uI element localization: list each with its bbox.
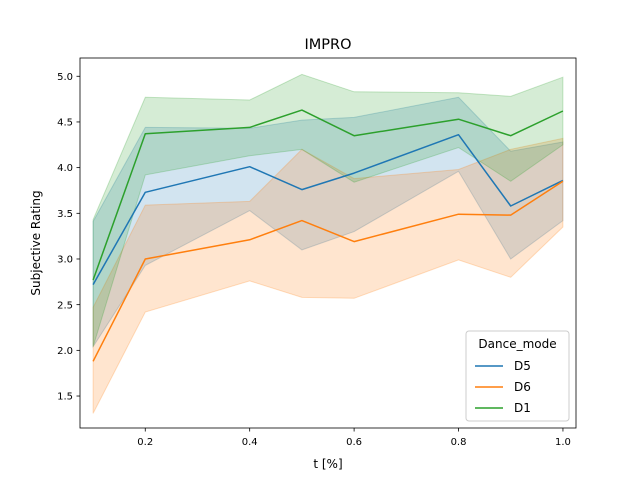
- legend-box: [465, 330, 570, 422]
- series-lines: [92, 109, 564, 362]
- y-tick-label: 2.5: [57, 300, 73, 311]
- x-tick-label: 0.6: [346, 437, 362, 448]
- x-axis-ticks: 0.2 0.4 0.6 0.8 1.0: [137, 428, 571, 448]
- legend-label-d6: D6: [514, 380, 531, 394]
- y-tick-label: 3.0: [57, 255, 73, 266]
- legend-title: Dance_mode: [478, 337, 556, 351]
- plot-frame: [79, 57, 577, 429]
- x-tick-label: 0.2: [137, 437, 153, 448]
- legend-label-d1: D1: [514, 401, 531, 415]
- legend-items: D5 D6 D1: [475, 359, 531, 415]
- x-axis-label: t [%]: [313, 457, 342, 471]
- x-tick-label: 1.0: [555, 437, 571, 448]
- chart-title: IMPRO: [304, 37, 351, 53]
- y-tick-label: 1.5: [57, 392, 73, 403]
- y-tick-label: 5.0: [57, 72, 73, 83]
- legend: Dance_mode D5 D6 D1: [465, 330, 570, 422]
- series-line-d1: [92, 109, 564, 281]
- y-tick-label: 4.0: [57, 163, 73, 174]
- ci-band-d6: [92, 137, 564, 414]
- y-axis-ticks: 1.5 2.0 2.5 3.0 3.5 4.0 4.5 5.0: [57, 72, 80, 403]
- series-line-d5: [92, 133, 564, 285]
- x-tick-label: 0.4: [242, 437, 258, 448]
- x-tick-label: 0.8: [451, 437, 467, 448]
- y-axis-label: Subjective Rating: [29, 190, 43, 295]
- y-tick-label: 2.0: [57, 346, 73, 357]
- series-line-d6: [92, 180, 564, 362]
- confidence-bands: [92, 73, 564, 414]
- legend-label-d5: D5: [514, 359, 531, 373]
- y-tick-label: 4.5: [57, 118, 73, 129]
- ci-band-d5: [92, 96, 564, 349]
- y-tick-label: 3.5: [57, 209, 73, 220]
- ci-band-d1: [92, 73, 564, 347]
